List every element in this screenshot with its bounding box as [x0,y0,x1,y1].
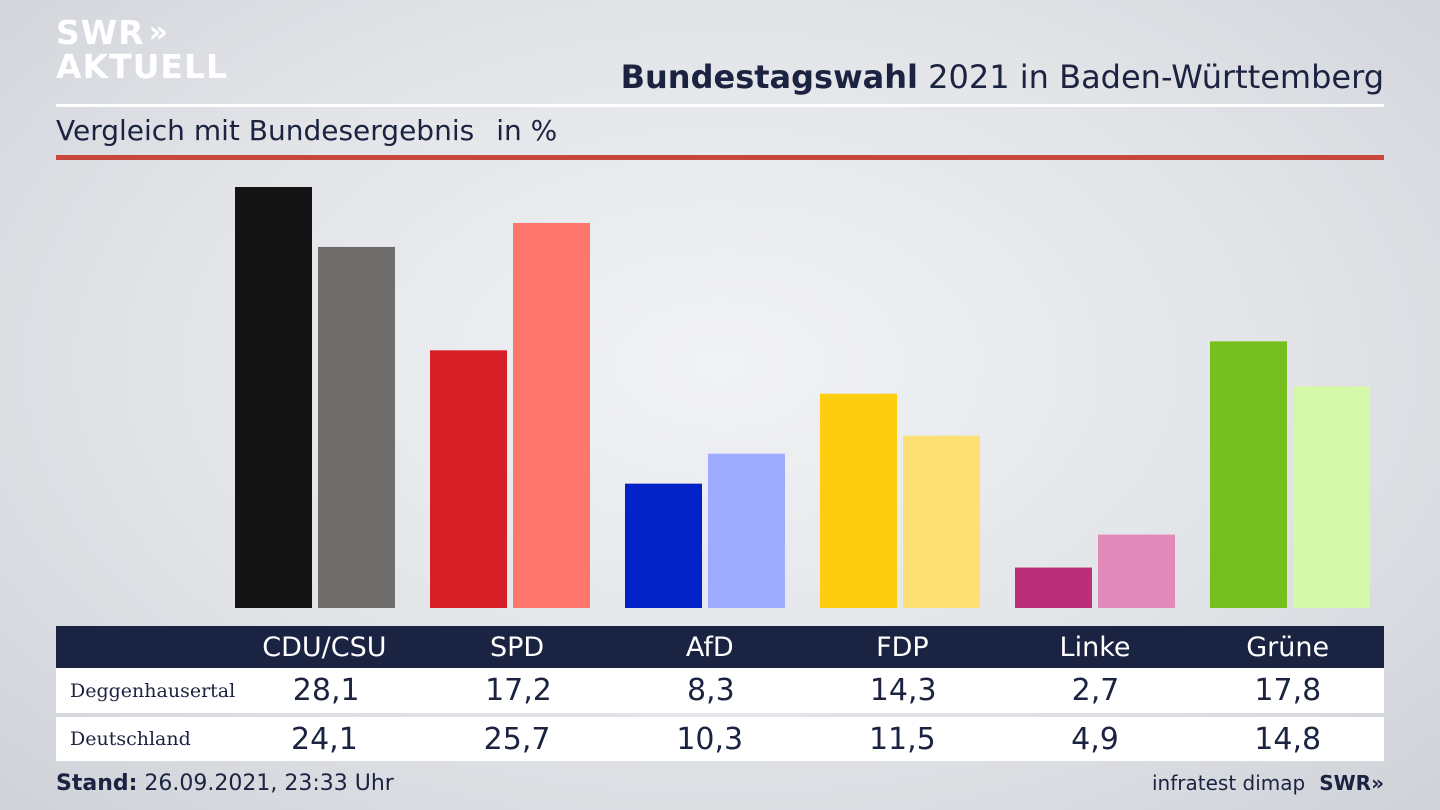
bar-gr-ne-deggenhausertal [1210,341,1287,608]
value-cell: 8,3 [686,673,735,708]
footer-swr-logo: SWR» [1319,771,1384,795]
accent-rule [56,155,1384,160]
bar-cdu-csu-deutschland [318,246,395,608]
table-header-spacer [56,626,228,668]
col-header-cdu: CDU/CSU [262,631,387,663]
value-cell: 10,3 [676,721,744,757]
logo-aktuell-text: AKTUELL [56,47,229,86]
row-label-deggenhausertal: Deggenhausertal [70,679,236,702]
value-cell: 14,3 [869,673,937,708]
title-bold: Bundestagswahl [620,58,918,96]
value-cell: 25,7 [483,721,551,757]
source-credit: infratest dimap SWR» [1152,771,1384,795]
bar-fdp-deutschland [903,435,980,608]
header-divider [56,104,1384,107]
bar-afd-deutschland [708,453,785,608]
swr-aktuell-logo: SWR» AKTUELL [56,16,228,84]
value-cell: 4,9 [1071,721,1119,757]
bar-spd-deutschland [513,222,590,609]
title-rest: 2021 in Baden-Württemberg [917,58,1384,96]
timestamp: Stand: 26.09.2021, 23:33 Uhr [56,771,394,796]
col-header-linke: Linke [1059,631,1131,663]
value-cell: 28,1 [292,673,360,708]
results-table: CDU/CSU SPD AfD FDP Linke Grüne Deggenha… [56,626,1384,761]
bar-gr-ne-deutschland [1293,386,1370,608]
bar-chart [235,187,1370,609]
bar-cdu-csu-deggenhausertal [235,187,312,608]
bar-afd-deggenhausertal [625,483,702,608]
unit-label: in % [496,114,558,147]
source-text: infratest dimap [1152,771,1306,795]
bar-fdp-deggenhausertal [820,393,897,608]
col-header-spd: SPD [489,631,545,663]
logo-swr-text: SWR [56,13,145,52]
row-label-deutschland: Deutschland [70,728,191,750]
value-cell: 17,2 [485,673,552,708]
value-cell: 17,8 [1254,673,1322,708]
page-title: Bundestagswahl 2021 in Baden-Württemberg [621,58,1384,96]
col-header-gruene: Grüne [1246,631,1330,663]
value-cell: 14,8 [1254,721,1322,757]
col-header-afd: AfD [685,631,734,663]
chart-subtitle: Vergleich mit Bundesergebnis in % [56,114,557,147]
subtitle-text: Vergleich mit Bundesergebnis [56,114,475,147]
bar-spd-deggenhausertal [430,350,507,608]
table-row: Deutschland 24,1 25,7 10,3 11,5 4,9 14,8 [56,717,1384,761]
stand-label: Stand: [56,771,138,796]
col-header-fdp: FDP [876,631,929,663]
value-cell: 24,1 [291,721,358,757]
value-cell: 11,5 [868,721,936,757]
bar-linke-deggenhausertal [1015,567,1092,608]
value-cell: 2,7 [1071,673,1120,708]
bar-linke-deutschland [1098,534,1175,608]
table-row: Deggenhausertal 28,1 17,2 8,3 14,3 2,7 1… [56,668,1384,713]
table-header: CDU/CSU SPD AfD FDP Linke Grüne [56,626,1384,668]
stand-value: 26.09.2021, 23:33 Uhr [137,771,394,796]
